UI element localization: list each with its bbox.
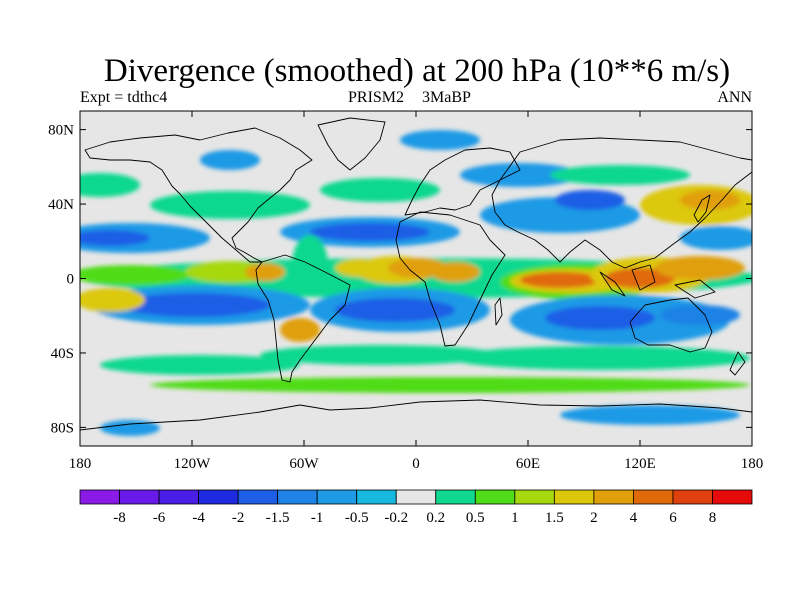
map-axes: 80N 40N 0 40S 80S 180 120W 60W 0 60E 120E 180 <box>48 111 763 472</box>
colorbar-swatch <box>158 489 199 505</box>
colorbar-label: 8 <box>709 510 717 526</box>
field-patch <box>460 163 580 187</box>
colorbar-swatch <box>633 489 674 505</box>
coastline-north-america <box>84 127 313 263</box>
field-patch <box>560 405 740 425</box>
map-area <box>80 111 752 446</box>
field-patch <box>335 298 455 322</box>
season-label: ANN <box>717 89 752 106</box>
field-patch <box>80 288 145 312</box>
field-patch <box>555 190 625 210</box>
experiment-label: Expt = tdthc4 <box>80 89 168 106</box>
colorbar-swatch <box>712 489 753 505</box>
lon-tick-label: 120W <box>174 456 212 472</box>
field-patch <box>680 190 740 210</box>
coastline-madagascar <box>494 297 503 326</box>
colorbar-label: -0.5 <box>345 510 369 526</box>
field-patch <box>545 306 655 330</box>
field-patch <box>150 191 310 219</box>
colorbar-label: -8 <box>113 510 126 526</box>
coastline-sumatra <box>599 271 626 297</box>
lon-tick-label: 0 <box>412 456 420 472</box>
colorbar-swatch <box>316 489 358 505</box>
colorbar-swatch <box>553 489 595 505</box>
colorbar-label: 6 <box>669 510 677 526</box>
coastline-japan <box>693 194 711 223</box>
field-patch <box>80 265 190 285</box>
colorbar-label: 2 <box>590 510 598 526</box>
field-patch <box>660 305 740 325</box>
colorbar-label: 4 <box>630 510 638 526</box>
colorbar-swatch <box>277 489 318 505</box>
coastline-antarctica <box>80 399 752 431</box>
field-patch <box>200 150 260 170</box>
coastline-australia <box>629 297 713 353</box>
field-patch <box>550 165 690 185</box>
coastline-borneo <box>631 264 656 291</box>
colorbar-swatch <box>198 489 239 505</box>
colorbar-swatch <box>593 489 634 505</box>
field-patch <box>400 130 480 150</box>
colorbar-label: 0.5 <box>466 510 485 526</box>
field-patch <box>80 230 150 246</box>
coastline-new-guinea <box>674 279 716 299</box>
coastline-greenland <box>317 117 386 171</box>
coastline-south-america <box>255 254 351 383</box>
field-patch <box>150 377 750 393</box>
coastline-asia <box>491 137 752 269</box>
coastline-africa <box>395 211 506 347</box>
colorbar-swatch <box>474 489 516 505</box>
colorbar-label: -2 <box>232 510 245 526</box>
lat-tick-label: 40S <box>51 346 74 362</box>
divergence-field <box>80 130 752 436</box>
field-patch <box>430 262 480 282</box>
field-patch <box>280 318 320 342</box>
colorbar-label: -1.5 <box>266 510 290 526</box>
field-patch <box>100 355 300 375</box>
lon-tick-label: 120E <box>624 456 656 472</box>
plot-title: Divergence (smoothed) at 200 hPa (10**6 … <box>103 53 731 89</box>
coastlines <box>80 117 752 431</box>
lon-tick-label: 180 <box>741 456 764 472</box>
coastline-europe <box>404 147 521 216</box>
scenario-label: PRISM2 3MaBP <box>348 89 471 106</box>
lat-tick-label: 80N <box>48 123 74 139</box>
lon-tick-label: 180 <box>69 456 92 472</box>
field-patch <box>680 226 752 250</box>
field-patch <box>320 178 440 202</box>
field-patch <box>605 268 675 288</box>
colorbar-label: 1 <box>511 510 519 526</box>
colorbar-swatch <box>79 489 120 505</box>
lon-tick-label: 60W <box>289 456 319 472</box>
field-patch <box>450 346 750 370</box>
field-patch <box>120 293 270 317</box>
colorbar-swatch <box>514 489 555 505</box>
field-patch <box>520 272 600 288</box>
field-patch <box>260 345 500 365</box>
field-patch <box>655 256 745 280</box>
colorbar-swatch <box>672 489 713 505</box>
field-patch <box>245 263 285 281</box>
colorbar-swatch <box>395 489 437 505</box>
colorbar-label: 1.5 <box>545 510 564 526</box>
lat-tick-label: 40N <box>48 197 74 213</box>
colorbar-label: -4 <box>192 510 205 526</box>
colorbar-label: -0.2 <box>384 510 408 526</box>
colorbar-label: -6 <box>153 510 166 526</box>
colorbar-swatch <box>356 489 397 505</box>
colorbar: -8 -6 -4 -2 -1.5 -1 -0.5 -0.2 0.2 0.5 1 1.5 2 4 6 8 <box>79 489 753 526</box>
coastline-new-zealand <box>729 351 746 376</box>
colorbar-swatch <box>237 489 279 505</box>
lat-tick-label: 0 <box>67 272 75 288</box>
lat-tick-label: 80S <box>51 420 74 436</box>
colorbar-swatch <box>435 489 476 505</box>
field-patch <box>80 173 140 197</box>
lon-tick-label: 60E <box>516 456 540 472</box>
field-patch <box>310 223 430 241</box>
colorbar-label: 0.2 <box>426 510 445 526</box>
colorbar-label: -1 <box>311 510 324 526</box>
colorbar-swatch <box>119 489 160 505</box>
field-patch <box>100 420 160 436</box>
